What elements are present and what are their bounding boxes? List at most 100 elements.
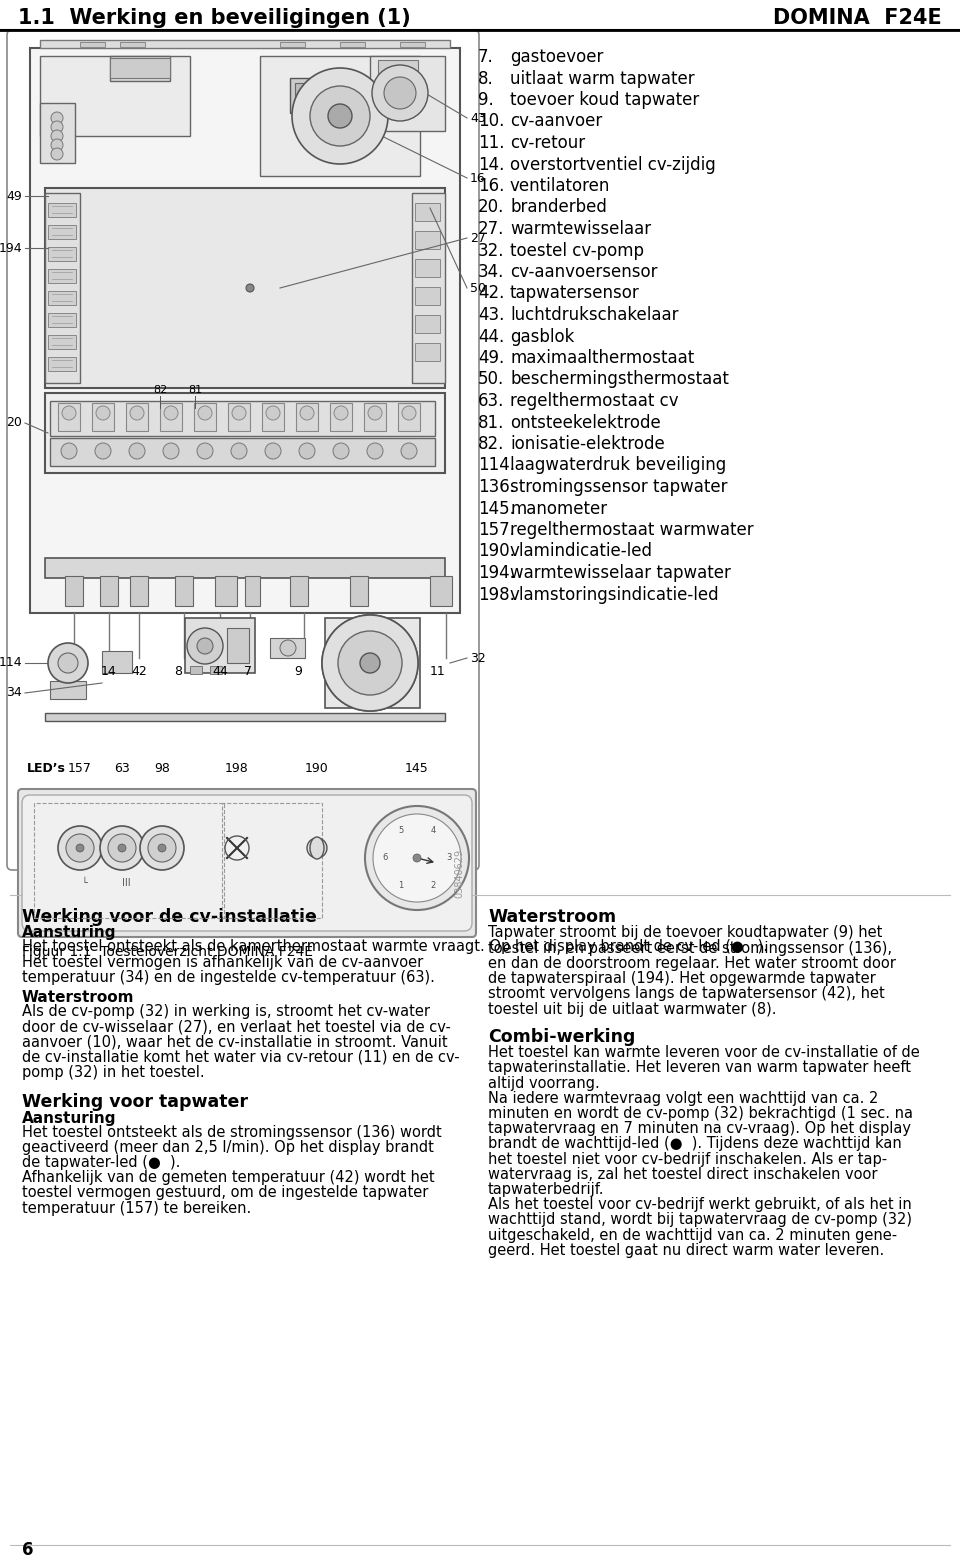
Bar xyxy=(364,403,386,431)
Bar xyxy=(415,287,440,306)
Bar xyxy=(412,193,445,382)
Text: vlamstoringsindicatie-led: vlamstoringsindicatie-led xyxy=(510,586,720,603)
Circle shape xyxy=(402,406,416,420)
Circle shape xyxy=(96,406,110,420)
Text: 10: 10 xyxy=(66,664,82,679)
Text: tapwatersensor: tapwatersensor xyxy=(510,285,639,302)
Circle shape xyxy=(118,845,126,852)
Text: 03840629: 03840629 xyxy=(454,848,464,898)
Text: 44: 44 xyxy=(212,664,228,679)
Circle shape xyxy=(365,805,469,910)
Circle shape xyxy=(358,650,382,675)
Bar xyxy=(40,56,190,136)
Text: Tapwater stroomt bij de toevoer koudtapwater (9) het: Tapwater stroomt bij de toevoer koudtapw… xyxy=(488,926,882,940)
Text: 198: 198 xyxy=(226,762,249,776)
Text: temperatuur (34) en de ingestelde cv-temperatuur (63).: temperatuur (34) en de ingestelde cv-tem… xyxy=(22,970,435,986)
Text: cv-retour: cv-retour xyxy=(510,135,586,152)
Bar xyxy=(400,42,425,47)
Text: de tapwater-led (●  ).: de tapwater-led (● ). xyxy=(22,1155,180,1171)
Bar xyxy=(194,403,216,431)
Text: de tapwaterspiraal (194). Het opgewarmde tapwater: de tapwaterspiraal (194). Het opgewarmde… xyxy=(488,972,876,986)
Text: 8.: 8. xyxy=(478,69,493,88)
Text: tapwatervraag en 7 minuten na cv-vraag). Op het display: tapwatervraag en 7 minuten na cv-vraag).… xyxy=(488,1122,911,1136)
Bar xyxy=(50,682,86,699)
Text: 32: 32 xyxy=(470,652,486,664)
Circle shape xyxy=(158,845,166,852)
Circle shape xyxy=(164,406,178,420)
Circle shape xyxy=(232,406,246,420)
Text: 190.: 190. xyxy=(478,542,515,561)
Bar xyxy=(100,577,118,606)
Text: Het toestel kan warmte leveren voor de cv-installatie of de: Het toestel kan warmte leveren voor de c… xyxy=(488,1045,920,1061)
Text: Afhankelijk van de gemeten temperatuur (42) wordt het: Afhankelijk van de gemeten temperatuur (… xyxy=(22,1171,435,1185)
Text: pomp (32) in het toestel.: pomp (32) in het toestel. xyxy=(22,1066,204,1080)
Circle shape xyxy=(300,406,314,420)
Bar xyxy=(270,638,305,658)
Bar xyxy=(415,343,440,360)
Text: manometer: manometer xyxy=(510,500,607,517)
Bar xyxy=(45,393,445,473)
Circle shape xyxy=(58,826,102,870)
Text: 9: 9 xyxy=(294,664,302,679)
Bar xyxy=(227,628,249,663)
FancyBboxPatch shape xyxy=(7,30,479,870)
Circle shape xyxy=(246,284,254,291)
Text: 8: 8 xyxy=(174,664,182,679)
Circle shape xyxy=(292,67,388,165)
Bar xyxy=(45,558,445,578)
Text: 63.: 63. xyxy=(478,392,504,411)
Bar xyxy=(210,666,222,674)
Text: altijd voorrang.: altijd voorrang. xyxy=(488,1075,600,1091)
Text: warmtewisselaar: warmtewisselaar xyxy=(510,219,651,238)
Text: temperatuur (157) te bereiken.: temperatuur (157) te bereiken. xyxy=(22,1200,252,1216)
Bar xyxy=(50,439,435,465)
Bar xyxy=(45,713,445,721)
Text: de cv-installatie komt het water via cv-retour (11) en de cv-: de cv-installatie komt het water via cv-… xyxy=(22,1050,460,1064)
Circle shape xyxy=(333,443,349,459)
Text: 14.: 14. xyxy=(478,155,504,174)
Text: maximaalthermostaat: maximaalthermostaat xyxy=(510,349,694,367)
Text: gastoevoer: gastoevoer xyxy=(510,49,604,66)
Circle shape xyxy=(328,103,352,128)
Circle shape xyxy=(129,443,145,459)
Circle shape xyxy=(163,443,179,459)
Text: uitlaat warm tapwater: uitlaat warm tapwater xyxy=(510,69,695,88)
Bar xyxy=(110,56,170,81)
Bar xyxy=(290,577,308,606)
Text: 82.: 82. xyxy=(478,436,504,453)
Text: uitgeschakeld, en de wachttijd van ca. 2 minuten gene-: uitgeschakeld, en de wachttijd van ca. 2… xyxy=(488,1227,898,1243)
Text: 34: 34 xyxy=(7,686,22,699)
Text: 44.: 44. xyxy=(478,328,504,345)
Bar xyxy=(398,403,420,431)
Circle shape xyxy=(413,854,421,862)
Text: 4: 4 xyxy=(430,826,436,835)
Bar xyxy=(415,230,440,249)
Text: 136: 136 xyxy=(347,664,370,679)
Bar xyxy=(415,204,440,221)
Text: 198.: 198. xyxy=(478,586,515,603)
Text: 5: 5 xyxy=(398,826,403,835)
Bar xyxy=(48,248,76,262)
Circle shape xyxy=(58,653,78,672)
Circle shape xyxy=(307,838,327,859)
Text: 9.: 9. xyxy=(478,91,493,110)
Circle shape xyxy=(322,614,418,711)
Bar xyxy=(92,403,114,431)
Bar xyxy=(260,56,420,176)
Circle shape xyxy=(384,77,416,110)
Circle shape xyxy=(51,121,63,133)
Circle shape xyxy=(338,632,402,696)
Bar xyxy=(40,103,75,163)
Text: DOMINA  F24E: DOMINA F24E xyxy=(773,8,942,28)
Circle shape xyxy=(368,406,382,420)
Text: III: III xyxy=(122,878,131,888)
Bar xyxy=(65,577,83,606)
Text: ionisatie-elektrode: ionisatie-elektrode xyxy=(510,436,664,453)
Text: Waterstroom: Waterstroom xyxy=(488,907,616,926)
Circle shape xyxy=(372,64,428,121)
Text: Het toestel vermogen is afhankelijk van de cv-aanvoer: Het toestel vermogen is afhankelijk van … xyxy=(22,954,423,970)
Text: 42.: 42. xyxy=(478,285,504,302)
Text: 3: 3 xyxy=(446,854,452,862)
Text: Werking voor tapwater: Werking voor tapwater xyxy=(22,1094,248,1111)
Text: tapwaterinstallatie. Het leveren van warm tapwater heeft: tapwaterinstallatie. Het leveren van war… xyxy=(488,1061,911,1075)
